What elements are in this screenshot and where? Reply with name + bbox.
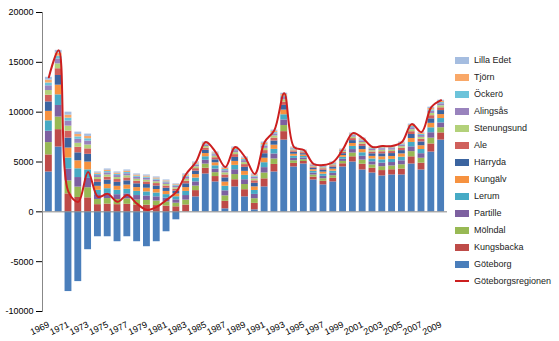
svg-text:1989: 1989	[224, 319, 248, 337]
svg-text:1999: 1999	[322, 319, 346, 337]
html-text:Partille: Partille	[474, 208, 502, 218]
svg-text:1981: 1981	[146, 319, 169, 337]
html-text:Stenungsund: Stenungsund	[474, 123, 527, 133]
html-text:Alingsås: Alingsås	[474, 106, 508, 116]
svg-text:2007: 2007	[401, 319, 424, 337]
svg-text:2005: 2005	[381, 319, 404, 337]
svg-text:1983: 1983	[165, 319, 189, 337]
svg-text:1995: 1995	[283, 319, 306, 337]
svg-text:1987: 1987	[205, 319, 228, 337]
html-text:Kungsbacka: Kungsbacka	[474, 242, 524, 252]
svg-text:1969: 1969	[28, 319, 51, 337]
svg-text:1979: 1979	[126, 319, 149, 337]
html-text:Mölndal: Mölndal	[474, 225, 506, 235]
svg-text:20000: 20000	[8, 7, 33, 17]
html-text:Härryda: Härryda	[474, 157, 506, 167]
svg-text:1973: 1973	[67, 319, 91, 337]
svg-text:1971: 1971	[48, 319, 71, 337]
svg-text:2001: 2001	[342, 319, 365, 337]
html-text:Göteborg: Göteborg	[474, 259, 512, 269]
svg-text:1975: 1975	[87, 319, 110, 337]
html-text:Göteborgsregionen: Göteborgsregionen	[474, 276, 552, 286]
svg-text:1997: 1997	[303, 319, 326, 337]
svg-text:1977: 1977	[107, 319, 130, 337]
svg-text:-5000: -5000	[10, 257, 33, 267]
svg-text:5000: 5000	[13, 157, 33, 167]
html-text:Kungälv: Kungälv	[474, 174, 507, 184]
html-text:Ale: Ale	[474, 140, 487, 150]
svg-text:2009: 2009	[421, 319, 443, 337]
svg-text:1993: 1993	[263, 319, 287, 337]
html-text:Tjörn: Tjörn	[474, 72, 495, 82]
html-text:Lerum: Lerum	[474, 191, 500, 201]
svg-text:-10000: -10000	[5, 306, 33, 316]
html-text:Lilla Edet: Lilla Edet	[474, 55, 511, 65]
svg-text:1985: 1985	[185, 319, 208, 337]
svg-text:2003: 2003	[362, 319, 385, 337]
svg-text:15000: 15000	[8, 57, 33, 67]
svg-text:0: 0	[28, 207, 33, 217]
svg-text:10000: 10000	[8, 107, 33, 117]
svg-text:1991: 1991	[244, 319, 267, 337]
html-text:Öckerö: Öckerö	[474, 89, 503, 99]
